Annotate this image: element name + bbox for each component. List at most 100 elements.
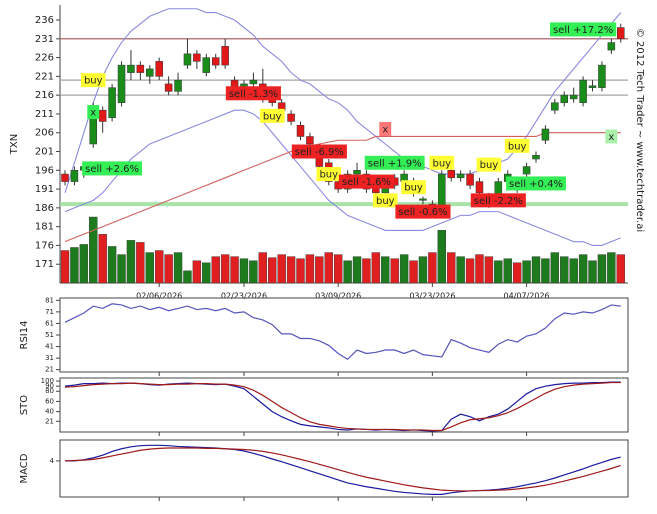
- signal-box: [82, 161, 143, 176]
- candle-body: [569, 94, 578, 100]
- candle-body: [146, 68, 154, 77]
- candle-body: [287, 113, 295, 122]
- signal: sell +1.9%: [364, 155, 425, 170]
- signal-label: sell +0.4%: [509, 179, 563, 190]
- signal-label: sell -0.6%: [398, 207, 447, 218]
- copyright: © 2012 Tech Trader ~ www.techtrader.ai: [634, 28, 645, 232]
- candle-body: [617, 27, 625, 40]
- indicator-line: [64, 381, 621, 432]
- signal-label: buy: [263, 111, 282, 122]
- x-tick-label: 03/23/2026: [409, 292, 455, 301]
- y-tick-label: 176: [35, 240, 54, 251]
- signal: sell -0.6%: [395, 204, 451, 219]
- candle-body: [296, 124, 305, 137]
- volume-bar: [305, 254, 315, 284]
- signal-label: sell -2.2%: [474, 196, 523, 207]
- volume-bar: [89, 216, 98, 284]
- y-tick-label: 226: [35, 53, 54, 64]
- volume-bar: [154, 250, 164, 284]
- signal-label: buy: [376, 196, 395, 207]
- y-tick-label: 191: [35, 184, 54, 195]
- volume-bar: [371, 252, 381, 284]
- volume-bar: [541, 258, 550, 284]
- signal-label: buy: [480, 160, 499, 171]
- y-tick-label: 196: [35, 165, 54, 176]
- candle-body: [202, 57, 211, 73]
- candle-body: [174, 79, 182, 92]
- candle-body: [183, 53, 192, 66]
- volume-bar: [475, 254, 484, 284]
- signal-box: [476, 157, 502, 172]
- volume-bar: [381, 256, 390, 284]
- signal-box: [506, 176, 566, 191]
- candle-body: [306, 136, 314, 145]
- candle-body: [447, 170, 455, 179]
- x-tick-label: 02/23/2026: [221, 292, 267, 301]
- y-tick-label: 61: [45, 319, 54, 327]
- volume-bar: [418, 256, 428, 284]
- signal-box: [316, 167, 342, 182]
- y-tick-label: 206: [35, 128, 54, 139]
- volume-bar: [578, 254, 588, 284]
- y-tick-label: 221: [35, 71, 54, 82]
- y-tick-label: 231: [35, 34, 54, 45]
- volume-bar: [343, 260, 352, 284]
- volume-bar: [333, 254, 343, 284]
- signal: sell -1.3%: [225, 86, 281, 101]
- y-axis-label: TXN: [9, 134, 20, 155]
- volume-bar: [352, 256, 362, 284]
- signal: sell -2.2%: [470, 193, 526, 208]
- panel-frame: [59, 377, 629, 433]
- overlay-line: [64, 132, 621, 243]
- volume-bar: [597, 254, 607, 284]
- candle-body: [607, 42, 616, 51]
- y-tick-label: 81: [45, 296, 54, 304]
- volume-bar: [126, 240, 136, 284]
- volume-bar: [428, 252, 437, 284]
- signal-box: [429, 155, 455, 170]
- signal-label: x: [90, 108, 96, 119]
- volume-bar: [239, 258, 249, 284]
- candle-body: [551, 102, 559, 111]
- signal: sell +17.2%: [549, 22, 617, 37]
- signal-box: [291, 144, 347, 159]
- volume-bar: [220, 254, 230, 284]
- candle-body: [249, 79, 258, 85]
- signal-label: x: [608, 132, 614, 143]
- y-tick-label: 80: [45, 387, 54, 395]
- y-axis-label: STO: [19, 395, 30, 415]
- candle-body: [532, 155, 540, 160]
- y-tick-label: 71: [45, 308, 54, 316]
- candle-body: [438, 173, 446, 209]
- signal-box: [87, 105, 100, 120]
- signal: x: [605, 129, 618, 144]
- signal-label: buy: [404, 183, 423, 194]
- volume-bar: [277, 254, 286, 284]
- overlay-line: [64, 8, 622, 194]
- volume-bar: [268, 257, 277, 284]
- panel-frame: [59, 439, 629, 498]
- indicator-line: [64, 447, 621, 492]
- y-tick-label: 181: [35, 222, 54, 233]
- volume-bar: [192, 260, 202, 284]
- signal-label: sell +2.6%: [85, 164, 139, 175]
- signal-box: [225, 86, 281, 101]
- signal-box: [605, 129, 618, 144]
- y-tick-label: 4: [50, 457, 55, 465]
- candle-body: [164, 83, 173, 92]
- candle-body: [588, 85, 597, 88]
- candle-body: [560, 94, 569, 103]
- signal: sell -6.9%: [291, 144, 347, 159]
- candle-body: [127, 64, 135, 73]
- volume-bar: [202, 262, 211, 284]
- signal-label: sell -1.3%: [229, 89, 278, 100]
- y-tick-label: 41: [45, 343, 54, 351]
- x-tick-label: 04/07/2026: [504, 292, 550, 301]
- y-tick-label: 31: [45, 354, 54, 362]
- y-tick-label: 186: [35, 203, 54, 214]
- signal-box: [364, 155, 425, 170]
- volume-bar: [117, 254, 126, 284]
- volume-bar: [456, 256, 465, 284]
- volume-bar: [465, 258, 475, 284]
